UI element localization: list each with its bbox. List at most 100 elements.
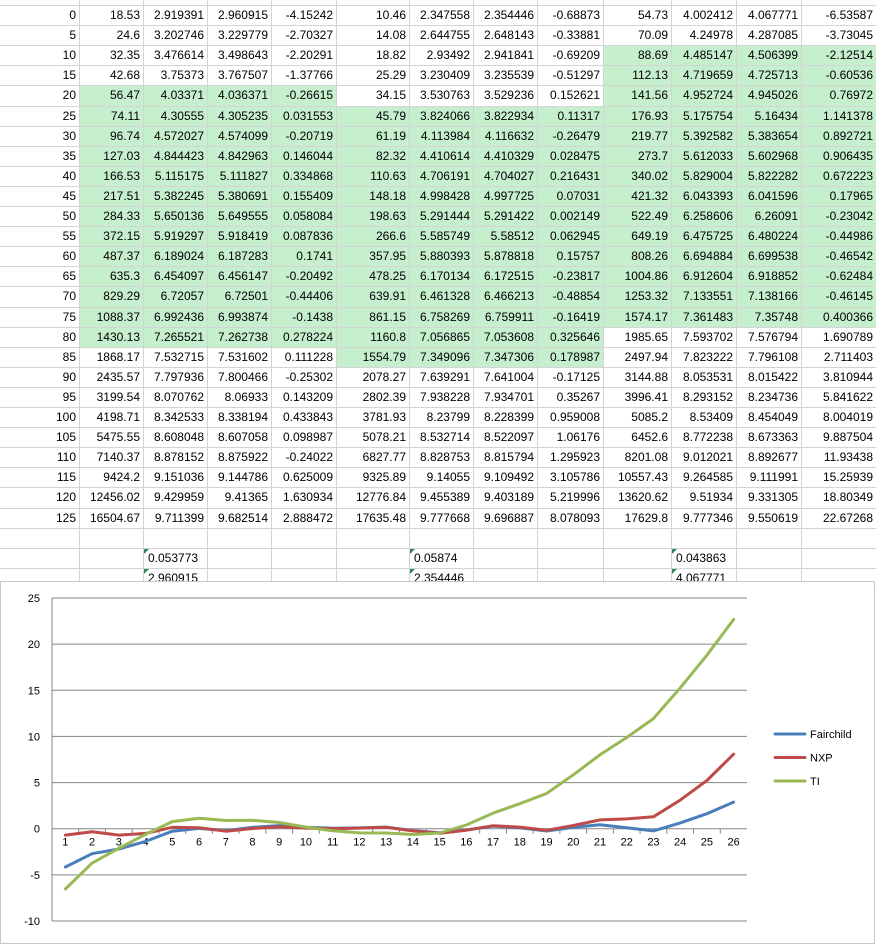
table-cell[interactable]: 6.72057: [160, 289, 204, 304]
table-cell[interactable]: 0.35267: [556, 389, 600, 404]
table-cell[interactable]: 3.530763: [419, 88, 470, 103]
table-cell[interactable]: 2.347558: [419, 8, 470, 22]
table-cell[interactable]: 8.828753: [419, 450, 470, 465]
table-cell[interactable]: 829.29: [103, 289, 140, 304]
table-cell[interactable]: 61.19: [375, 128, 406, 143]
table-cell[interactable]: 1574.17: [624, 309, 668, 324]
table-cell[interactable]: 639.91: [369, 289, 406, 304]
table-cell[interactable]: 6.461328: [419, 289, 470, 304]
table-cell[interactable]: 2078.27: [362, 369, 406, 384]
table-cell[interactable]: 82.32: [375, 148, 406, 163]
table-cell[interactable]: -0.23042: [825, 209, 873, 223]
table-cell[interactable]: 5.612033: [682, 148, 733, 163]
table-cell[interactable]: 9325.89: [362, 470, 406, 485]
table-cell[interactable]: -0.17125: [552, 369, 600, 384]
table-cell[interactable]: 1868.17: [96, 349, 140, 364]
table-cell[interactable]: 14.08: [375, 28, 406, 43]
table-cell[interactable]: 7.35748: [754, 309, 798, 324]
table-cell[interactable]: 522.49: [631, 209, 668, 223]
table-cell[interactable]: -0.26479: [552, 128, 600, 143]
table-cell[interactable]: 0.1741: [296, 249, 333, 264]
table-cell[interactable]: 0.062945: [549, 229, 600, 244]
table-cell[interactable]: 4.113984: [420, 128, 470, 143]
table-cell[interactable]: 0.672223: [822, 168, 873, 183]
table-cell[interactable]: 6.72501: [224, 289, 268, 304]
table-cell[interactable]: 30: [62, 128, 76, 143]
table-cell[interactable]: 18.53: [109, 8, 140, 22]
table-cell[interactable]: 2.941841: [483, 48, 534, 63]
table-cell[interactable]: 56.47: [109, 88, 140, 103]
table-cell[interactable]: -0.20719: [285, 128, 333, 143]
table-cell[interactable]: -3.73045: [825, 28, 873, 43]
table-cell[interactable]: 4.24978: [689, 28, 733, 43]
table-cell[interactable]: 8.234736: [747, 389, 798, 404]
table-cell[interactable]: 3.230409: [419, 68, 470, 83]
table-cell[interactable]: -2.12514: [825, 48, 873, 63]
table-cell[interactable]: 5.649555: [217, 209, 268, 223]
table-cell[interactable]: 0.625009: [282, 470, 333, 485]
table-cell[interactable]: 0.178987: [549, 349, 600, 364]
table-cell[interactable]: 7.133551: [682, 289, 733, 304]
table-cell[interactable]: 8.06933: [224, 389, 268, 404]
table-cell[interactable]: 0.152621: [549, 88, 600, 103]
table-cell[interactable]: 80: [62, 329, 76, 344]
table-cell[interactable]: 5.175754: [682, 108, 733, 123]
table-cell[interactable]: 4.572027: [153, 128, 204, 143]
table-cell[interactable]: -0.33881: [552, 28, 600, 43]
table-cell[interactable]: 0.002149: [549, 209, 600, 223]
table-cell[interactable]: -0.20492: [285, 269, 333, 284]
table-cell[interactable]: 4198.71: [96, 410, 140, 424]
table-cell[interactable]: 3.235539: [483, 68, 534, 83]
table-cell[interactable]: 1.630934: [282, 490, 333, 505]
table-cell[interactable]: 4.305235: [217, 108, 268, 123]
table-cell[interactable]: 6827.77: [362, 450, 406, 465]
table-cell[interactable]: 25.29: [375, 68, 406, 83]
table-cell[interactable]: 5.383654: [747, 128, 798, 143]
table-cell[interactable]: 9.711399: [154, 510, 204, 525]
table-cell[interactable]: 112.13: [632, 68, 668, 83]
table-cell[interactable]: 7.641004: [483, 369, 534, 384]
table-cell[interactable]: 9.151036: [153, 470, 204, 485]
table-cell[interactable]: 4.844423: [153, 148, 204, 163]
table-cell[interactable]: 6.187283: [217, 249, 268, 264]
table-cell[interactable]: 12456.02: [89, 490, 140, 505]
table-cell[interactable]: 32.35: [109, 48, 140, 63]
table-cell[interactable]: 357.95: [369, 249, 406, 264]
table-cell[interactable]: 7.797936: [153, 369, 204, 384]
table-cell[interactable]: 0.76972: [829, 88, 873, 103]
table-cell[interactable]: 9.331305: [747, 490, 798, 505]
table-cell[interactable]: 9.682514: [217, 510, 268, 525]
table-cell[interactable]: 0.087836: [282, 229, 333, 244]
table-cell[interactable]: 3.529236: [483, 88, 534, 103]
table-cell[interactable]: 5: [69, 28, 76, 43]
table-cell[interactable]: 5.918419: [217, 229, 268, 244]
table-cell[interactable]: 6.189024: [153, 249, 204, 264]
table-cell[interactable]: 42.68: [109, 68, 140, 83]
table-cell[interactable]: 7.593702: [682, 329, 733, 344]
table-cell[interactable]: 0.892721: [822, 128, 873, 143]
table-cell[interactable]: -0.44986: [825, 229, 873, 244]
table-cell[interactable]: 6.26091: [754, 209, 798, 223]
table-cell[interactable]: 3.75373: [160, 68, 204, 83]
table-cell[interactable]: 12776.84: [355, 490, 406, 505]
table-cell[interactable]: 20: [62, 88, 76, 103]
table-cell[interactable]: 3.767507: [217, 68, 268, 83]
table-cell[interactable]: 8.342533: [153, 410, 204, 424]
table-cell[interactable]: 5.841622: [822, 389, 873, 404]
table-cell[interactable]: 0.143209: [282, 389, 333, 404]
table-cell[interactable]: 7.532715: [153, 349, 204, 364]
table-cell[interactable]: 6.912604: [682, 269, 733, 284]
table-cell[interactable]: 9.403189: [483, 490, 534, 505]
table-cell[interactable]: 5.115175: [154, 168, 204, 183]
table-cell[interactable]: -0.23817: [552, 269, 600, 284]
table-cell[interactable]: 35: [62, 148, 76, 163]
table-cell[interactable]: 1554.79: [362, 349, 406, 364]
table-cell[interactable]: 4.574099: [217, 128, 268, 143]
table-cell[interactable]: 8.293152: [682, 389, 733, 404]
table-cell[interactable]: 6.258606: [682, 209, 733, 223]
table-cell[interactable]: 8.454049: [747, 410, 798, 424]
table-cell[interactable]: 0: [69, 8, 76, 22]
table-cell[interactable]: 266.6: [375, 229, 406, 244]
table-cell[interactable]: 50: [62, 209, 76, 223]
table-cell[interactable]: 95: [62, 389, 76, 404]
